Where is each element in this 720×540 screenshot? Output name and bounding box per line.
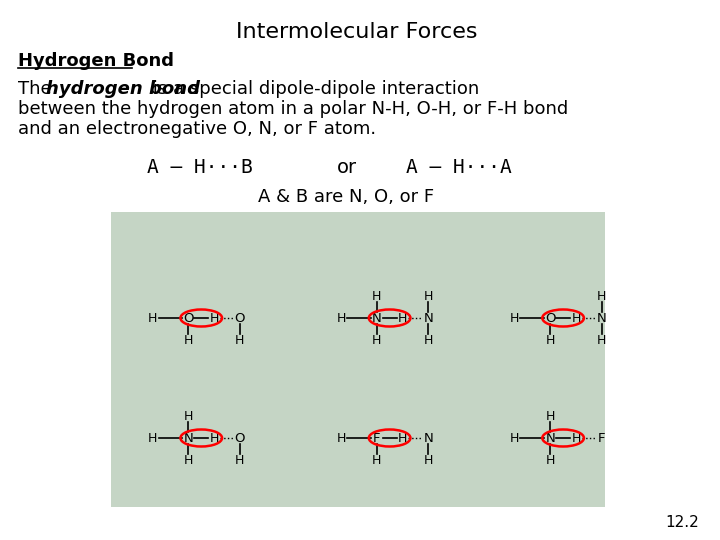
Text: N: N (423, 312, 433, 325)
Text: The: The (18, 80, 57, 98)
Text: F: F (373, 431, 380, 444)
Text: is a special dipole-dipole interaction: is a special dipole-dipole interaction (147, 80, 479, 98)
Text: H: H (336, 431, 346, 444)
Text: H: H (235, 334, 245, 347)
Text: H: H (423, 334, 433, 347)
Text: N: N (372, 312, 382, 325)
Text: A — H···A: A — H···A (407, 158, 512, 177)
Text: Intermolecular Forces: Intermolecular Forces (236, 22, 477, 42)
Text: 12.2: 12.2 (665, 515, 699, 530)
Text: H: H (210, 431, 219, 444)
Text: H: H (372, 454, 382, 467)
Text: A & B are N, O, or F: A & B are N, O, or F (258, 188, 434, 206)
Text: H: H (372, 334, 382, 347)
Text: H: H (184, 409, 193, 422)
Text: H: H (184, 454, 193, 467)
Text: H: H (148, 431, 158, 444)
Text: H: H (546, 334, 555, 347)
Text: H: H (423, 289, 433, 302)
Text: H: H (546, 409, 555, 422)
Text: O: O (235, 431, 246, 444)
Text: N: N (545, 431, 555, 444)
Text: H: H (398, 312, 408, 325)
Text: H: H (597, 289, 606, 302)
Text: H: H (372, 289, 382, 302)
Text: N: N (423, 431, 433, 444)
Text: O: O (183, 312, 194, 325)
Bar (111, 212, 605, 507)
Text: hydrogen bond: hydrogen bond (45, 80, 199, 98)
Text: O: O (545, 312, 555, 325)
Text: Hydrogen Bond: Hydrogen Bond (18, 52, 174, 70)
Text: H: H (423, 454, 433, 467)
Text: O: O (235, 312, 246, 325)
Text: H: H (148, 312, 158, 325)
Text: H: H (510, 312, 519, 325)
Text: H: H (597, 334, 606, 347)
Text: H: H (398, 431, 408, 444)
Text: H: H (184, 334, 193, 347)
Text: A — H···B: A — H···B (147, 158, 253, 177)
Text: F: F (598, 431, 606, 444)
Text: or: or (337, 158, 357, 177)
Text: H: H (510, 431, 519, 444)
Text: H: H (546, 454, 555, 467)
Text: N: N (184, 431, 193, 444)
Text: H: H (571, 431, 581, 444)
Text: and an electronegative O, N, or F atom.: and an electronegative O, N, or F atom. (18, 120, 376, 138)
Text: H: H (210, 312, 219, 325)
Text: N: N (597, 312, 607, 325)
Text: H: H (571, 312, 581, 325)
Text: between the hydrogen atom in a polar N-H, O-H, or F-H bond: between the hydrogen atom in a polar N-H… (18, 100, 568, 118)
Text: H: H (235, 454, 245, 467)
Text: H: H (336, 312, 346, 325)
